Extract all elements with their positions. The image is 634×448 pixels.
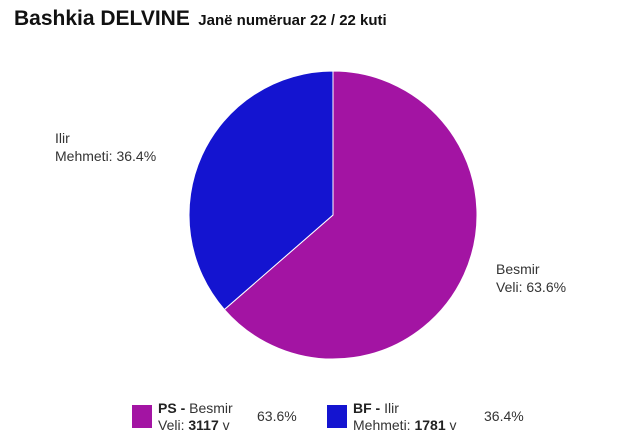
legend-text-bf: BF - Ilir Mehmeti: 1781 v: [353, 400, 457, 434]
legend-last-name-ps: Veli:: [158, 417, 185, 433]
legend-swatch-bf: [327, 405, 347, 428]
legend-unit-bf: v: [449, 417, 457, 433]
legend-votes-bf: 1781: [414, 417, 446, 433]
legend-swatch-ps: [132, 405, 152, 428]
legend-percent-ps: 63.6%: [257, 408, 297, 424]
pie-slices: [188, 70, 478, 360]
legend-party-bf: BF -: [353, 400, 381, 416]
chart-header: Bashkia DELVINE Janë numëruar 22 / 22 ku…: [14, 7, 387, 31]
chart-title: Bashkia DELVINE: [14, 7, 190, 30]
legend-votes-ps: 3117: [188, 417, 219, 433]
chart-subtitle: Janë numëruar 22 / 22 kuti: [198, 12, 387, 29]
legend-last-name-bf: Mehmeti:: [353, 417, 411, 433]
pie-slice-ps[interactable]: [223, 70, 478, 360]
legend-unit-ps: v: [222, 417, 230, 433]
legend-party-ps: PS -: [158, 400, 186, 416]
slice-label-ps-value: Veli: 63.6%: [496, 279, 566, 295]
pie-slice-bf[interactable]: [188, 70, 334, 311]
slice-label-bf-value: Mehmeti: 36.4%: [55, 148, 156, 164]
legend-percent-bf: 36.4%: [484, 408, 524, 424]
legend-first-name-ps: Besmir: [189, 400, 233, 416]
slice-label-bf-name: Ilir: [55, 130, 70, 146]
slice-label-ps-name: Besmir: [496, 261, 540, 277]
legend-first-name-bf: Ilir: [384, 400, 399, 416]
legend-text-ps: PS - Besmir Veli: 3117 v: [158, 400, 233, 434]
